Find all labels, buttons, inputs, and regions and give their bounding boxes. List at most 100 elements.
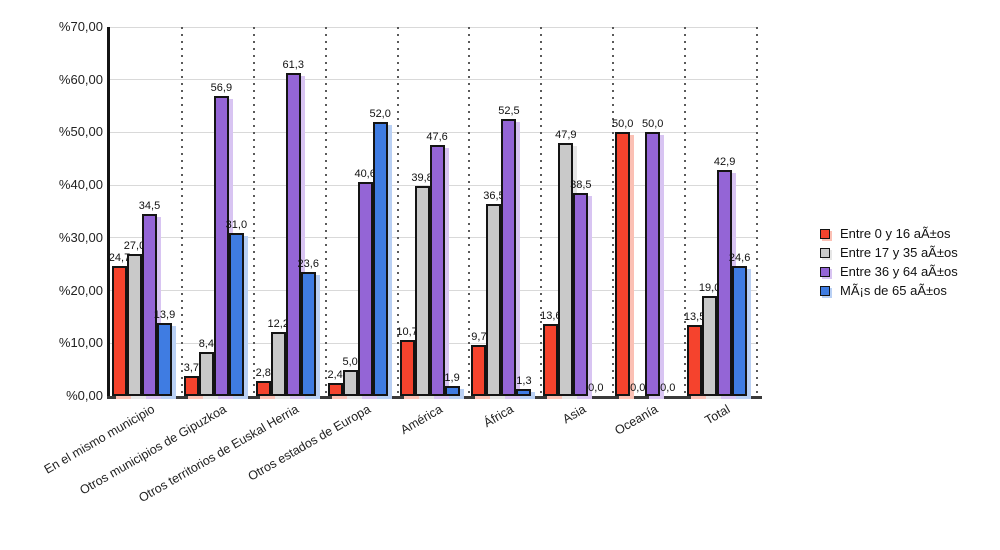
bar-value-label: 50,0 — [642, 118, 664, 131]
y-tick-label: %0,00 — [66, 388, 103, 403]
category-separator — [612, 27, 615, 396]
bar — [471, 344, 487, 396]
bar-value-label: 2,8 — [255, 367, 271, 380]
category-separator — [468, 27, 471, 396]
bar — [399, 339, 415, 396]
bar — [516, 389, 532, 396]
bar — [486, 203, 502, 396]
bar — [300, 271, 316, 396]
bar — [573, 193, 589, 396]
legend-label: Entre 36 y 64 aÃ±os — [840, 264, 958, 279]
bar-value-label: 50,0 — [612, 118, 634, 131]
gridline-horizontal — [110, 26, 757, 28]
bar-value-label: 2,4 — [327, 369, 343, 382]
legend-swatch-icon — [820, 228, 830, 239]
bar — [112, 265, 127, 396]
category-separator — [252, 27, 255, 396]
y-axis-line — [107, 27, 110, 399]
bar-value-label: 13,5 — [683, 310, 706, 323]
category-separator — [684, 27, 687, 396]
category-separator — [324, 27, 327, 396]
bar — [732, 266, 748, 396]
bar — [255, 381, 271, 396]
bar — [429, 145, 445, 396]
bar — [213, 96, 229, 396]
category-separator — [540, 27, 543, 396]
bar-value-label: 47,6 — [426, 131, 448, 144]
bar — [183, 376, 199, 396]
bar-value-label: 34,5 — [138, 200, 161, 213]
x-axis-line — [107, 396, 762, 399]
legend-label: MÃ¡s de 65 aÃ±os — [840, 283, 947, 298]
bar — [615, 132, 631, 396]
bar-value-label: 0,0 — [630, 382, 646, 394]
bar — [645, 132, 661, 396]
bar-value-label: 24,7 — [108, 251, 131, 264]
bar-value-label: 36,5 — [483, 189, 505, 202]
gridline-horizontal — [110, 131, 757, 133]
bar-value-label: 61,3 — [282, 58, 304, 71]
bar-value-label: 19,0 — [698, 281, 721, 294]
bar-value-label: 9,7 — [471, 330, 487, 343]
bar-value-label: 23,6 — [297, 257, 319, 270]
bar — [702, 295, 718, 396]
y-tick-label: %60,00 — [58, 71, 103, 87]
bar-value-label: 1,3 — [516, 375, 532, 388]
category-label: Oceanía — [612, 402, 661, 438]
bar-value-label: 13,9 — [153, 308, 176, 321]
category-label: Total — [702, 402, 733, 428]
bar — [444, 385, 460, 396]
bar-value-label: 40,6 — [354, 167, 376, 180]
bar-value-label: 1,9 — [444, 371, 460, 384]
legend-swatch-icon — [820, 247, 830, 258]
bar-value-label: 31,0 — [225, 218, 248, 231]
category-label: África — [481, 402, 517, 431]
legend-item: MÃ¡s de 65 aÃ±os — [820, 281, 958, 300]
plot-area: 24,7 3,7 2,8 2,4 10,7 9,7 13,6 50,0 13,5 27,0 8,4 1… — [108, 26, 758, 396]
category-separator — [180, 27, 183, 396]
bar — [717, 169, 733, 396]
bar — [687, 324, 703, 396]
bar-value-label: 52,5 — [498, 105, 520, 118]
bar-value-label: 13,6 — [540, 310, 562, 323]
bar-value-label: 12,2 — [267, 317, 289, 330]
legend-swatch-icon — [820, 285, 830, 296]
bar-value-label: 38,5 — [570, 179, 592, 192]
bar — [270, 331, 286, 396]
bar-value-label: 0,0 — [660, 382, 676, 394]
y-tick-label: %50,00 — [58, 124, 103, 140]
bar-value-label: 24,6 — [728, 252, 751, 265]
bar — [342, 369, 358, 396]
legend-label: Entre 17 y 35 aÃ±os — [840, 245, 958, 260]
bar — [414, 186, 430, 396]
legend-item: Entre 17 y 35 aÃ±os — [820, 243, 958, 262]
bar-value-label: 47,9 — [555, 129, 577, 142]
y-tick-label: %30,00 — [58, 229, 103, 245]
legend-label: Entre 0 y 16 aÃ±os — [840, 226, 951, 241]
gridline-horizontal — [110, 79, 757, 81]
bar-value-label: 10,7 — [396, 325, 418, 338]
y-tick-label: %10,00 — [58, 335, 103, 351]
bar — [558, 143, 574, 396]
bar — [285, 72, 301, 396]
category-label: Asia — [560, 402, 589, 427]
bar-value-label: 42,9 — [713, 155, 736, 168]
bar — [157, 322, 172, 396]
bar-value-label: 52,0 — [369, 107, 391, 120]
bar — [357, 181, 373, 396]
y-tick-label: %70,00 — [58, 19, 103, 34]
bar — [198, 351, 214, 396]
bar — [501, 119, 517, 396]
y-tick-label: %40,00 — [58, 177, 103, 193]
legend-swatch-icon — [820, 266, 830, 277]
bar — [127, 253, 142, 396]
legend-item: Entre 36 y 64 aÃ±os — [820, 262, 958, 281]
bar — [372, 121, 388, 396]
category-separator — [756, 27, 758, 396]
category-separator — [396, 27, 399, 396]
bar-value-label: 27,0 — [123, 239, 146, 252]
legend: Entre 0 y 16 aÃ±os Entre 17 y 35 aÃ±os Ent… — [820, 224, 958, 300]
bar-value-label: 56,9 — [210, 82, 233, 95]
bar — [327, 383, 343, 396]
